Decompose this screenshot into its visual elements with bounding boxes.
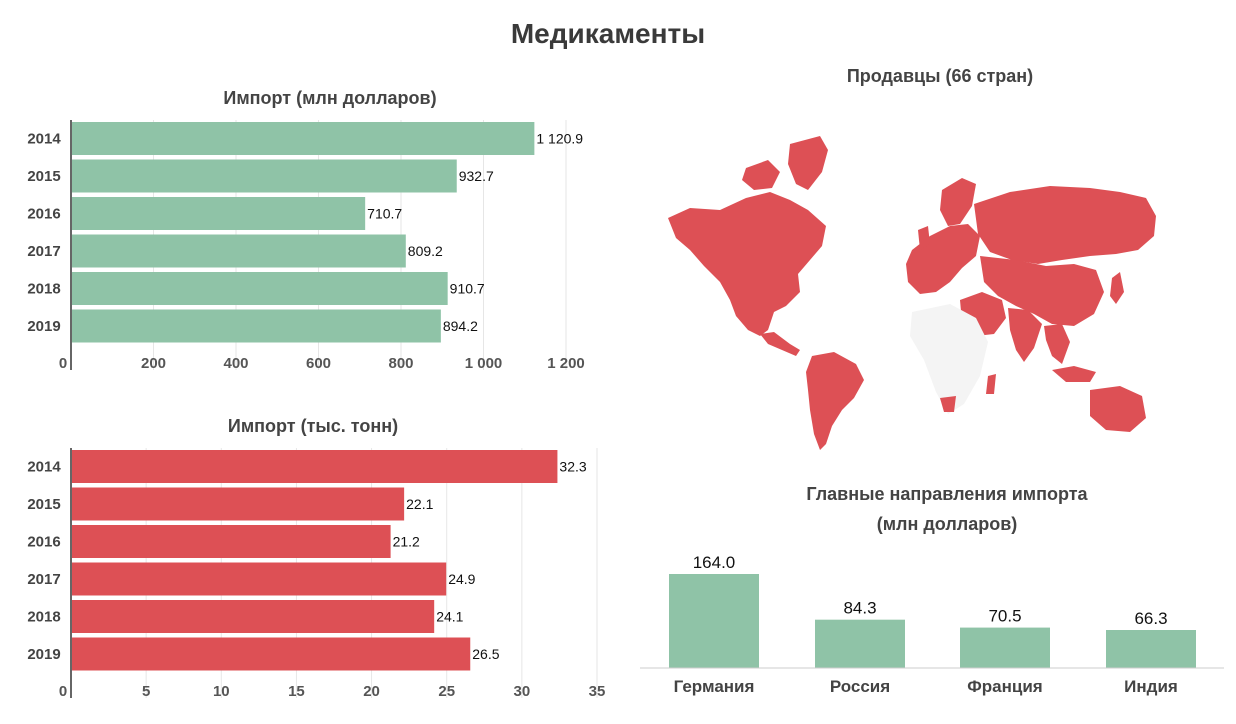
map-india xyxy=(1008,308,1042,362)
import-value-category-label: 2018 xyxy=(27,281,60,298)
map-asia-central xyxy=(980,256,1104,326)
map-south-america xyxy=(806,352,864,450)
import-value-category-label: 2016 xyxy=(27,206,60,223)
map-japan xyxy=(1110,272,1124,304)
map-indonesia xyxy=(1052,366,1096,382)
import-value-tick-label: 1 000 xyxy=(465,355,503,372)
import-weight-bar xyxy=(72,600,435,633)
top-sources-value-label: 164.0 xyxy=(693,553,736,572)
world-map xyxy=(668,136,1156,450)
map-scandinavia xyxy=(940,178,976,226)
import-weight-chart-title: Импорт (тыс. тонн) xyxy=(228,416,398,436)
import-value-tick-label: 200 xyxy=(141,355,166,372)
map-madagascar xyxy=(986,374,996,394)
map-south-africa xyxy=(940,396,956,412)
map-arctic-islands xyxy=(742,160,780,190)
import-value-tick-label: 0 xyxy=(59,355,67,372)
import-value-chart: Импорт (млн долларов) 2014 2015 2016 2017 20… xyxy=(27,88,585,372)
import-weight-value-label: 21.2 xyxy=(393,534,420,550)
import-value-value-label: 809.2 xyxy=(408,243,443,259)
top-sources-chart-subtitle: (млн долларов) xyxy=(877,514,1018,534)
import-value-bar xyxy=(72,272,448,305)
import-value-value-label: 910.7 xyxy=(450,281,485,297)
import-value-tick-label: 400 xyxy=(223,355,248,372)
import-weight-bar xyxy=(72,450,558,483)
import-value-value-label: 932.7 xyxy=(459,168,494,184)
import-value-tick-label: 800 xyxy=(388,355,413,372)
import-weight-bar xyxy=(72,487,405,521)
import-weight-category-label: 2014 xyxy=(27,459,61,476)
import-value-value-label: 894.2 xyxy=(443,318,478,334)
import-weight-bar xyxy=(72,562,447,596)
map-uk xyxy=(918,226,930,250)
top-sources-category-label: Германия xyxy=(674,677,755,696)
import-weight-category-label: 2018 xyxy=(27,609,60,626)
top-sources-value-label: 70.5 xyxy=(988,607,1021,626)
import-value-chart-title: Импорт (млн долларов) xyxy=(223,88,436,108)
page-title: Медикаменты xyxy=(510,18,706,49)
top-sources-bar xyxy=(960,627,1050,668)
map-greenland xyxy=(788,136,828,190)
top-sources-bar xyxy=(815,619,905,668)
import-value-category-label: 2014 xyxy=(27,131,61,148)
map-europe xyxy=(906,224,980,294)
import-weight-category-label: 2015 xyxy=(27,496,60,513)
top-sources-category-label: Россия xyxy=(830,677,890,696)
map-central-america xyxy=(760,332,800,356)
import-weight-bar xyxy=(72,637,471,671)
top-sources-bar xyxy=(1106,629,1196,668)
import-value-bar xyxy=(72,197,366,230)
sellers-map: Продавцы (66 стран) xyxy=(668,66,1156,450)
import-value-category-label: 2017 xyxy=(27,243,60,260)
import-value-tick-label: 600 xyxy=(306,355,331,372)
import-weight-category-label: 2016 xyxy=(27,534,60,551)
map-africa xyxy=(910,304,988,414)
import-weight-tick-label: 25 xyxy=(438,683,455,700)
import-weight-value-label: 26.5 xyxy=(472,646,499,662)
import-weight-bar xyxy=(72,525,391,558)
map-southeast-asia xyxy=(1044,324,1070,364)
import-weight-tick-label: 10 xyxy=(213,683,230,700)
import-weight-chart: Импорт (тыс. тонн) 201420152016201720182… xyxy=(27,416,606,700)
import-value-bar xyxy=(72,159,457,193)
sellers-map-title: Продавцы (66 стран) xyxy=(847,66,1033,86)
import-weight-tick-label: 20 xyxy=(363,683,380,700)
import-weight-tick-label: 30 xyxy=(514,683,531,700)
top-sources-bar xyxy=(669,574,759,668)
import-weight-tick-label: 0 xyxy=(59,683,67,700)
top-sources-chart: Главные направления импорта (млн долларо… xyxy=(640,484,1224,696)
top-sources-chart-title: Главные направления импорта xyxy=(806,484,1088,504)
top-sources-category-label: Индия xyxy=(1124,677,1178,696)
import-value-category-label: 2015 xyxy=(27,168,60,185)
map-russia xyxy=(974,186,1156,264)
import-value-category-label: 2019 xyxy=(27,318,60,335)
map-north-america xyxy=(668,192,826,336)
import-weight-tick-label: 35 xyxy=(589,683,606,700)
import-value-bar xyxy=(72,309,441,343)
import-value-tick-label: 1 200 xyxy=(547,355,585,372)
import-value-value-label: 710.7 xyxy=(367,206,402,222)
top-sources-value-label: 66.3 xyxy=(1134,609,1167,628)
import-weight-value-label: 32.3 xyxy=(559,459,586,475)
import-weight-value-label: 24.9 xyxy=(448,571,475,587)
import-weight-tick-label: 5 xyxy=(142,683,150,700)
import-value-bar xyxy=(72,122,535,155)
top-sources-category-label: Франция xyxy=(967,677,1042,696)
map-australia xyxy=(1090,386,1146,432)
import-weight-tick-label: 15 xyxy=(288,683,305,700)
top-sources-value-label: 84.3 xyxy=(843,599,876,618)
import-weight-category-label: 2017 xyxy=(27,571,60,588)
import-weight-value-label: 22.1 xyxy=(406,496,433,512)
import-weight-category-label: 2019 xyxy=(27,646,60,663)
import-weight-value-label: 24.1 xyxy=(436,609,463,625)
import-value-bar xyxy=(72,234,406,268)
import-value-value-label: 1 120.9 xyxy=(536,131,583,147)
